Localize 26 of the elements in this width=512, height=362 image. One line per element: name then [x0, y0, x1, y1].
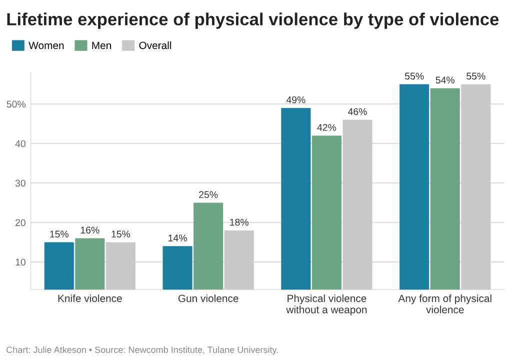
y-tick-label: 50% — [6, 100, 26, 108]
legend-label: Men — [92, 42, 111, 50]
x-tick-label: Physical violence without a weapon — [286, 294, 367, 316]
data-label: 25% — [199, 191, 218, 198]
y-tick-label: 10 — [16, 258, 26, 266]
data-label: 55% — [404, 72, 424, 80]
legend-label: Overall — [139, 41, 172, 50]
y-tick-label: 30 — [15, 180, 26, 187]
y-tick-label: 40 — [15, 140, 26, 148]
x-tick-label: Gun violence — [178, 294, 238, 302]
data-label: 42% — [317, 124, 336, 131]
x-tick-label: Any form of physical violence — [398, 294, 492, 314]
x-tick-label: Knife violence — [58, 294, 122, 302]
data-label: 54% — [436, 76, 455, 84]
chart-title: Lifetime experience of physical violence by type of violence — [7, 12, 499, 29]
data-label: 49% — [286, 96, 306, 104]
data-label: 46% — [348, 108, 367, 116]
data-label: 14% — [168, 234, 187, 242]
data-label: 16% — [80, 226, 100, 234]
data-label: 18% — [230, 218, 248, 226]
data-label: 15% — [112, 230, 130, 238]
text: Chart: Julie Atkeson • Source: Newcomb Institute, Tulane University. — [6, 346, 278, 355]
data-label: 55% — [466, 72, 486, 80]
legend-label: Women — [28, 42, 64, 50]
y-tick-label: 20 — [16, 219, 26, 226]
data-label: 15% — [50, 230, 69, 238]
